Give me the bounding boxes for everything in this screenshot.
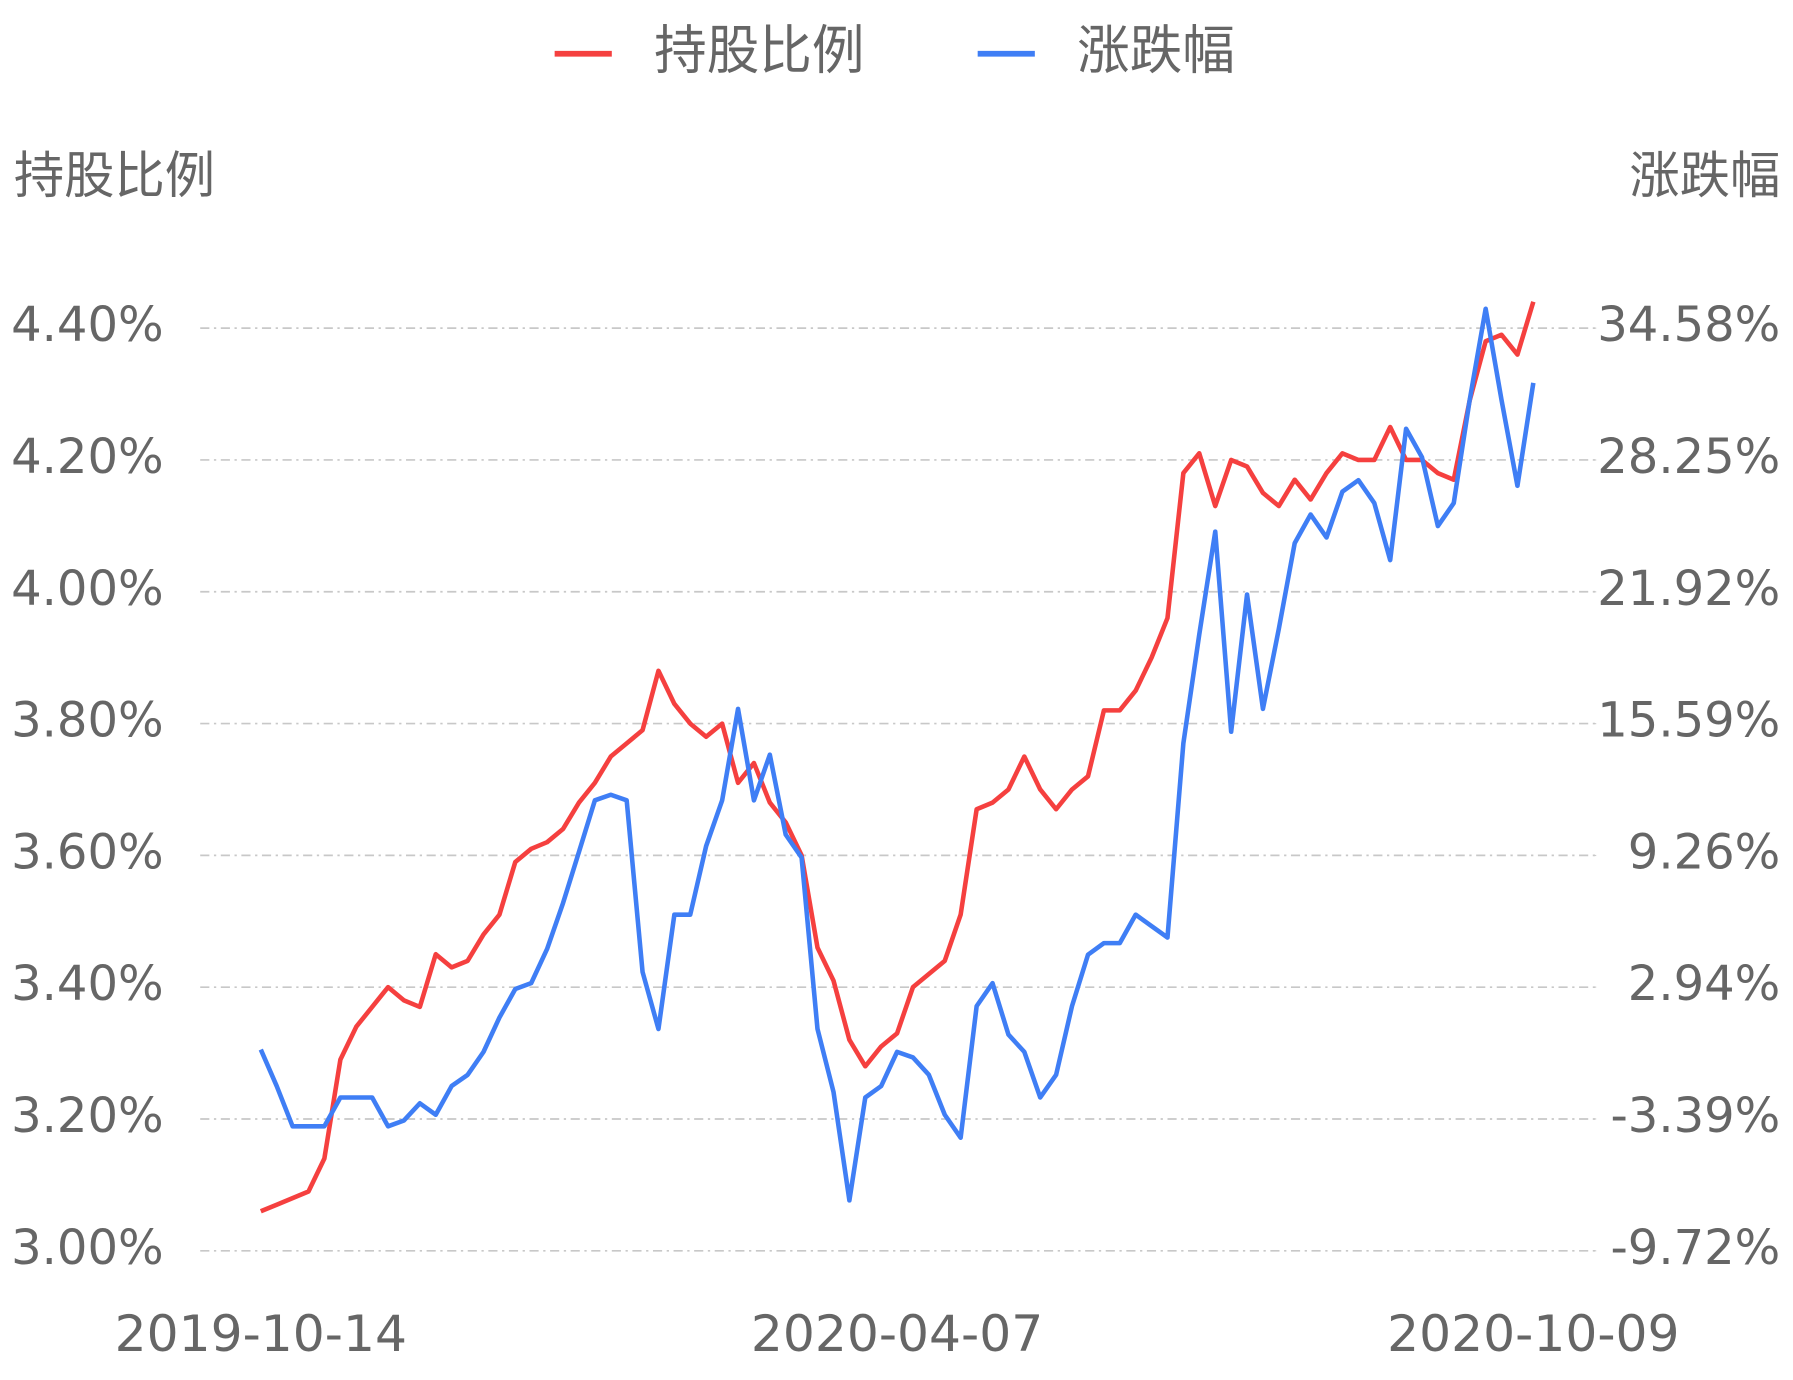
y2-tick-label: 15.59% [1597,693,1780,749]
y-tick-label: 4.40% [11,297,163,353]
y2-tick-label: 9.26% [1628,824,1780,880]
y2-tick-label: 28.25% [1597,429,1780,485]
series-line [258,306,1536,1203]
y2-tick-label: 2.94% [1628,956,1780,1012]
y2-tick-label: 21.92% [1597,561,1780,617]
y2-tick-label: -3.39% [1610,1088,1780,1144]
y-tick-label: 3.60% [11,824,163,880]
x-tick-label: 2019-10-14 [115,1304,407,1363]
x-tick-label: 2020-04-07 [751,1304,1043,1363]
y-tick-label: 3.40% [11,956,163,1012]
y-tick-label: 3.80% [11,693,163,749]
y2-tick-label: 34.58% [1597,297,1780,353]
y2-tick-label: -9.72% [1610,1220,1780,1276]
y-tick-label: 4.00% [11,561,163,617]
y-tick-label: 3.00% [11,1220,163,1276]
y2-axis-title: 涨跌幅 [1629,146,1780,205]
y-tick-label: 4.20% [11,429,163,485]
legend-label: 涨跌幅 [1077,20,1235,81]
legend-label: 持股比例 [654,20,864,81]
y-tick-label: 3.20% [11,1088,163,1144]
y-axis-title: 持股比例 [14,146,215,205]
series-line [259,301,1536,1214]
x-tick-label: 2020-10-09 [1387,1304,1679,1363]
